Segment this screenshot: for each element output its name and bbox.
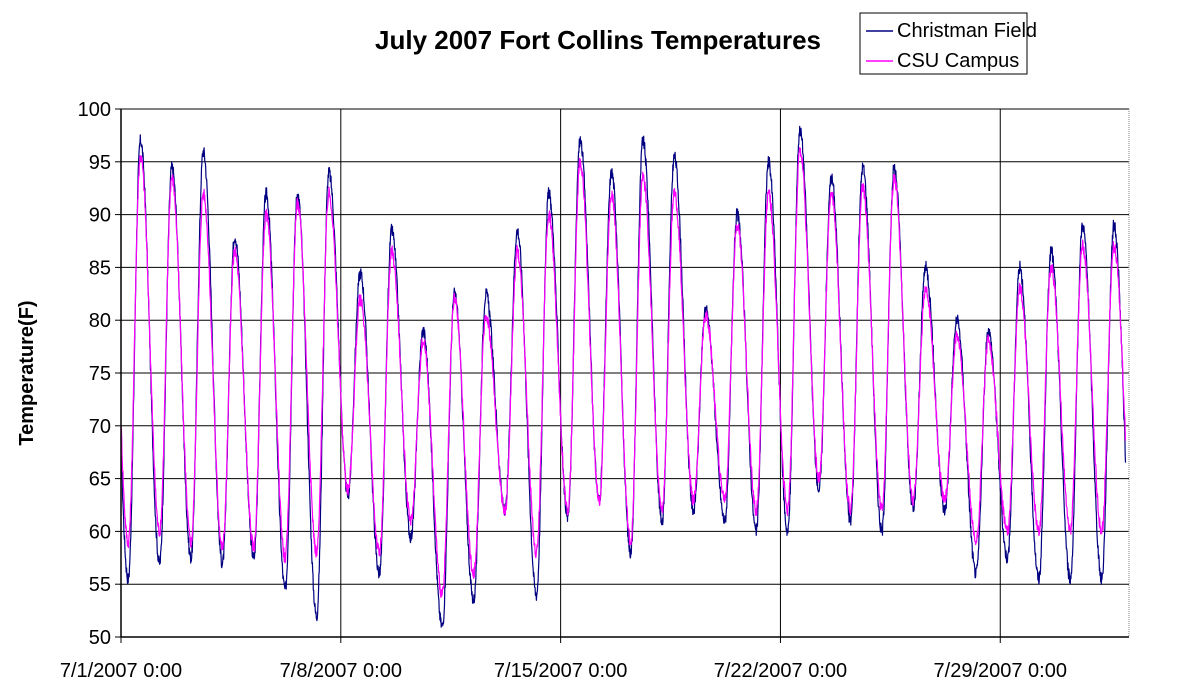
chart-title: July 2007 Fort Collins Temperatures xyxy=(375,25,821,55)
y-tick-label: 100 xyxy=(78,99,111,121)
y-tick-label: 90 xyxy=(89,205,111,227)
y-tick-label: 80 xyxy=(89,310,111,332)
x-tick-label: 7/8/2007 0:00 xyxy=(280,660,402,682)
y-tick-label: 75 xyxy=(89,363,111,385)
x-tick-label: 7/1/2007 0:00 xyxy=(60,660,182,682)
x-tick-label: 7/29/2007 0:00 xyxy=(934,660,1067,682)
y-tick-label: 95 xyxy=(89,152,111,174)
x-tick-label: 7/15/2007 0:00 xyxy=(494,660,627,682)
legend-label-csu-campus: CSU Campus xyxy=(897,50,1019,72)
x-tick-label: 7/22/2007 0:00 xyxy=(714,660,847,682)
y-tick-label: 50 xyxy=(89,627,111,649)
legend-box xyxy=(859,12,1028,75)
y-tick-label: 85 xyxy=(89,257,111,279)
series-layer xyxy=(120,125,1127,628)
y-tick-label: 55 xyxy=(89,574,111,596)
y-tick-label: 60 xyxy=(89,521,111,543)
legend: Christman Field CSU Campus xyxy=(859,12,1037,75)
vertical-gridlines xyxy=(340,109,1001,637)
y-tick-label: 65 xyxy=(89,469,111,491)
plot-area xyxy=(120,108,1130,638)
y-axis-ticks: 50 55 60 65 70 75 80 85 90 95 100 xyxy=(78,99,121,649)
legend-label-christman-field: Christman Field xyxy=(897,20,1037,42)
y-axis-label: Temperature(F) xyxy=(16,300,38,445)
series-line-csu-campus xyxy=(120,147,1127,599)
x-axis-ticks: 7/1/2007 0:00 7/8/2007 0:00 7/15/2007 0:00… xyxy=(60,637,1067,682)
y-tick-label: 70 xyxy=(89,416,111,438)
